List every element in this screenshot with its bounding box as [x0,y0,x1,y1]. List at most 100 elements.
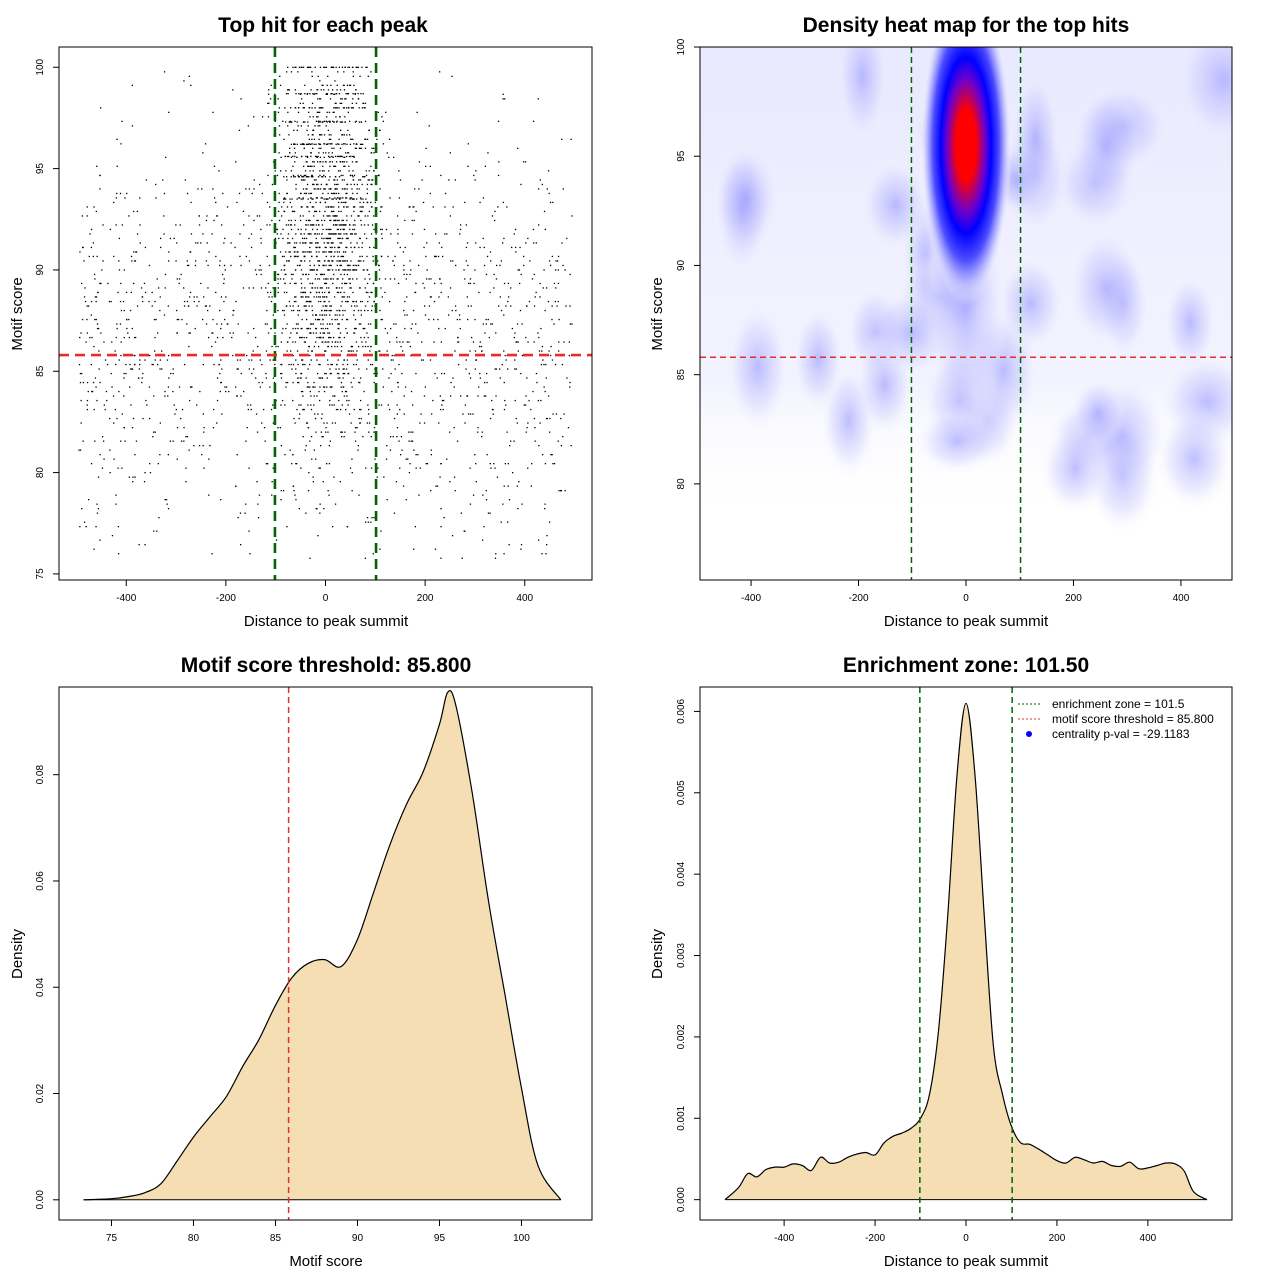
scatter-point [410,327,412,330]
y-tick-label: 100 [676,38,687,55]
scatter-point [266,463,269,465]
scatter-point [309,363,311,366]
scatter-point [485,273,488,276]
scatter-point [355,327,357,330]
scatter-point [452,260,454,262]
scatter-point [327,260,329,262]
scatter-point [425,165,427,167]
scatter-point [248,359,250,361]
scatter-point [436,377,438,379]
scatter-point [341,179,343,181]
scatter-point [325,120,328,122]
x-tick-label: 90 [352,1233,364,1244]
scatter-point [395,481,398,483]
scatter-point [341,224,343,226]
scatter-point [332,111,334,113]
scatter-point [565,305,567,307]
scatter-point [313,404,315,406]
scatter-point [514,359,516,361]
scatter-point [115,363,117,366]
scatter-point [223,300,225,303]
scatter-point [292,210,294,213]
scatter-point [370,206,373,208]
scatter-point [325,66,328,68]
scatter-point [161,368,163,370]
scatter-point [342,372,344,375]
scatter-point [151,305,153,307]
scatter-point [442,408,444,411]
scatter-point [334,165,337,167]
scatter-point [387,255,389,258]
scatter-point [290,255,292,258]
scatter-point [364,557,366,559]
scatter-point [220,381,222,384]
scatter-point [301,318,303,321]
scatter-point [208,336,210,339]
scatter-point [343,143,345,145]
scatter-point [316,93,318,95]
scatter-point [295,372,297,375]
scatter-point [296,255,298,258]
scatter-point [329,386,331,388]
x-axis-label: Distance to peak summit [884,613,1049,630]
scatter-point [345,192,347,195]
scatter-point [410,354,412,357]
scatter-point [459,228,462,231]
scatter-point [472,341,475,343]
scatter-point [134,260,136,262]
scatter-point [434,282,436,285]
scatter-point [468,372,470,375]
scatter-point [311,107,313,109]
scatter-point [348,66,351,68]
scatter-point [475,463,477,465]
scatter-point [510,287,512,289]
scatter-point [116,138,118,140]
scatter-point [224,386,226,388]
scatter-point [315,210,318,213]
scatter-point [323,170,325,172]
scatter-point [220,499,222,501]
scatter-point [81,282,83,285]
scatter-point [496,476,499,478]
scatter-point [341,404,343,406]
scatter-point [355,363,357,366]
scatter-point [396,341,398,343]
scatter-point [106,363,109,366]
scatter-point [403,269,405,271]
scatter-point [129,309,132,312]
scatter-point [287,66,289,68]
scatter-point [203,427,205,429]
scatter-point [325,206,327,208]
scatter-point [397,242,399,244]
scatter-point [381,237,383,240]
scatter-point [393,323,395,325]
scatter-point [226,323,228,325]
scatter-point [312,323,314,325]
scatter-point [269,386,271,388]
scatter-point [343,291,345,294]
scatter-point [144,544,146,546]
scatter-point [131,368,133,370]
scatter-point [346,296,349,298]
scatter-point [403,264,405,267]
scatter-point [363,107,365,109]
scatter-point [79,372,82,375]
scatter-point [346,399,348,402]
scatter-point [305,296,307,298]
scatter-point [304,84,306,86]
scatter-point [348,278,350,280]
scatter-point [309,332,311,334]
scatter-point [327,278,329,280]
scatter-point [226,206,229,208]
scatter-point [507,521,509,523]
scatter-point [239,359,241,361]
scatter-point [358,215,360,217]
scatter-point [393,512,396,514]
scatter-point [414,291,416,294]
scatter-point [545,417,548,420]
scatter-point [301,359,303,361]
scatter-point [430,278,432,280]
scatter-point [288,155,290,158]
scatter-point [358,264,360,267]
scatter-point [363,224,366,226]
